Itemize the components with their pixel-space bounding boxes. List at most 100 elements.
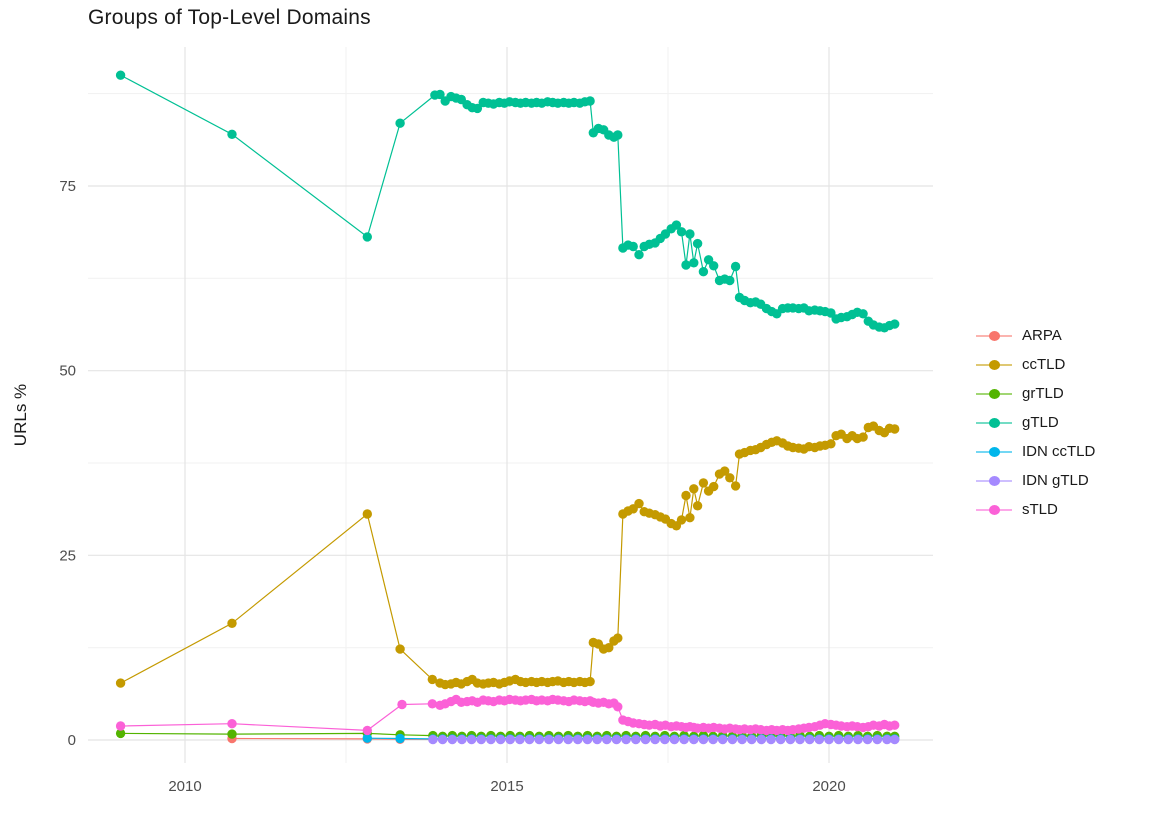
series-point-IDN-ccTLD — [395, 733, 405, 744]
legend-key-icon — [976, 359, 1012, 371]
series-point-IDN-gTLD — [669, 734, 680, 745]
y-tick-label: 75 — [59, 178, 76, 195]
legend-key-icon — [976, 446, 1012, 458]
legend: ARPA ccTLD grTLD gTLD IDN ccTLD IDN gTLD sTLD — [976, 321, 1095, 524]
series-point-IDN-gTLD — [708, 734, 718, 745]
series-point-IDN-gTLD — [447, 734, 457, 745]
legend-item-idn-gtld: IDN gTLD — [976, 466, 1095, 495]
legend-label: IDN gTLD — [1022, 472, 1089, 489]
legend-key-icon — [976, 504, 1012, 516]
series-point-gTLD — [613, 130, 623, 140]
series-point-ccTLD — [709, 481, 719, 492]
series-point-ccTLD — [826, 439, 836, 449]
series-point-IDN-gTLD — [515, 734, 525, 745]
series-point-ccTLD — [634, 498, 644, 509]
series-point-gTLD — [362, 232, 372, 242]
series-point-IDN-gTLD — [534, 734, 544, 745]
series-point-IDN-gTLD — [544, 734, 554, 745]
series-point-IDN-gTLD — [631, 734, 641, 745]
series-point-ccTLD — [676, 515, 687, 525]
series-point-gTLD — [671, 220, 682, 230]
series-point-ccTLD — [730, 481, 741, 491]
series-line-gTLD — [120, 74, 895, 329]
series-point-IDN-gTLD — [495, 734, 506, 745]
legend-key-icon — [976, 330, 1012, 342]
series-point-gTLD — [676, 227, 687, 237]
y-axis-title: URLs % — [11, 383, 30, 447]
y-tick-label: 25 — [59, 547, 76, 564]
x-tick-label: 2010 — [168, 778, 201, 795]
series-point-gTLD — [227, 129, 237, 139]
series-point-IDN-gTLD — [592, 734, 602, 745]
series-point-IDN-gTLD — [428, 734, 438, 745]
series-point-gTLD — [709, 261, 719, 271]
series-point-gTLD — [685, 229, 695, 239]
legend-key-icon — [976, 388, 1012, 400]
series-point-IDN-gTLD — [466, 734, 477, 745]
series-point-IDN-gTLD — [795, 734, 805, 745]
series-point-gTLD — [435, 89, 445, 100]
legend-item-cctld: ccTLD — [976, 350, 1095, 379]
series-point-IDN-gTLD — [505, 734, 515, 745]
series-point-ccTLD — [720, 466, 730, 476]
legend-item-gtld: gTLD — [976, 408, 1095, 437]
series-point-IDN-gTLD — [890, 734, 900, 745]
series-point-IDN-gTLD — [776, 734, 786, 745]
series-point-ccTLD — [604, 643, 614, 653]
x-tick-label: 2020 — [812, 778, 845, 795]
series-point-ccTLD — [689, 484, 699, 494]
series-point-gTLD — [698, 267, 709, 277]
series-point-IDN-gTLD — [824, 734, 834, 745]
series-point-sTLD — [890, 720, 900, 730]
series-point-IDN-gTLD — [698, 734, 709, 745]
series-point-IDN-gTLD — [689, 734, 699, 745]
series-point-ccTLD — [427, 674, 437, 685]
series-point-IDN-gTLD — [602, 734, 612, 745]
legend-item-grtld: grTLD — [976, 379, 1095, 408]
series-point-gTLD — [628, 241, 638, 252]
series-point-IDN-gTLD — [486, 734, 496, 745]
series-point-gTLD — [725, 275, 735, 286]
series-point-ccTLD — [115, 678, 126, 688]
series-point-IDN-gTLD — [805, 734, 815, 745]
series-point-sTLD — [227, 719, 237, 729]
series-point-IDN-ccTLD — [362, 733, 372, 743]
legend-key-icon — [976, 417, 1012, 429]
series-point-IDN-gTLD — [756, 734, 767, 745]
series-point-sTLD — [115, 721, 126, 731]
series-point-ccTLD — [395, 644, 405, 654]
series-point-IDN-gTLD — [862, 734, 873, 745]
series-point-gTLD — [634, 250, 644, 260]
legend-label: ccTLD — [1022, 356, 1066, 373]
series-point-IDN-gTLD — [563, 734, 573, 745]
legend-label: grTLD — [1022, 385, 1064, 402]
series-point-IDN-gTLD — [621, 734, 631, 745]
series-point-ccTLD — [681, 490, 691, 501]
series-point-sTLD — [362, 725, 372, 736]
series-point-ccTLD — [692, 501, 703, 511]
series-point-grTLD — [115, 728, 126, 739]
series-point-gTLD — [395, 118, 405, 128]
series-point-IDN-gTLD — [476, 734, 486, 745]
series-point-IDN-gTLD — [785, 734, 796, 745]
series-point-IDN-gTLD — [718, 734, 728, 745]
series-point-IDN-gTLD — [640, 734, 651, 745]
legend-label: sTLD — [1022, 501, 1058, 518]
series-point-IDN-gTLD — [843, 734, 853, 745]
legend-label: IDN ccTLD — [1022, 443, 1096, 460]
legend-item-idn-cctld: IDN ccTLD — [976, 437, 1095, 466]
series-point-IDN-gTLD — [457, 734, 467, 745]
series-point-IDN-gTLD — [679, 734, 689, 745]
series-point-IDN-gTLD — [660, 734, 670, 745]
series-point-IDN-gTLD — [747, 734, 757, 745]
series-point-sTLD — [397, 699, 407, 710]
legend-label: gTLD — [1022, 414, 1059, 431]
series-point-IDN-gTLD — [882, 734, 892, 745]
series-point-ccTLD — [890, 424, 900, 434]
series-point-IDN-gTLD — [872, 734, 882, 745]
series-point-IDN-gTLD — [524, 734, 535, 745]
series-point-sTLD — [613, 702, 623, 712]
series-point-IDN-gTLD — [853, 734, 863, 745]
series-point-gTLD — [692, 238, 703, 249]
